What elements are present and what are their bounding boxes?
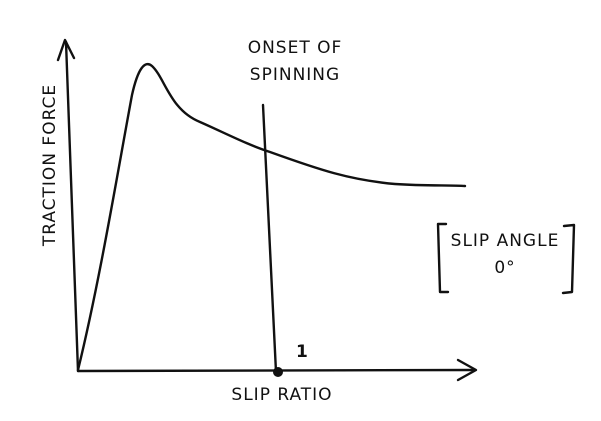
right-bracket	[561, 223, 576, 295]
condition-line: 0°	[494, 258, 515, 278]
traction-curve	[76, 63, 467, 372]
y-axis-label: TRACTION FORCE	[40, 84, 60, 247]
x-axis-label: SLIP RATIO	[231, 385, 332, 405]
x-axis-arrow	[456, 358, 478, 382]
annotation-line: ONSET OF	[248, 38, 343, 58]
y-axis	[64, 40, 80, 373]
y-axis-arrow	[56, 38, 76, 62]
left-bracket	[436, 222, 450, 294]
condition-line: SLIP ANGLE	[451, 231, 560, 251]
onset-point	[273, 367, 283, 377]
x-marker-label: 1	[296, 342, 309, 362]
annotation-line: SPINNING	[250, 65, 340, 85]
onset-line	[261, 103, 278, 374]
